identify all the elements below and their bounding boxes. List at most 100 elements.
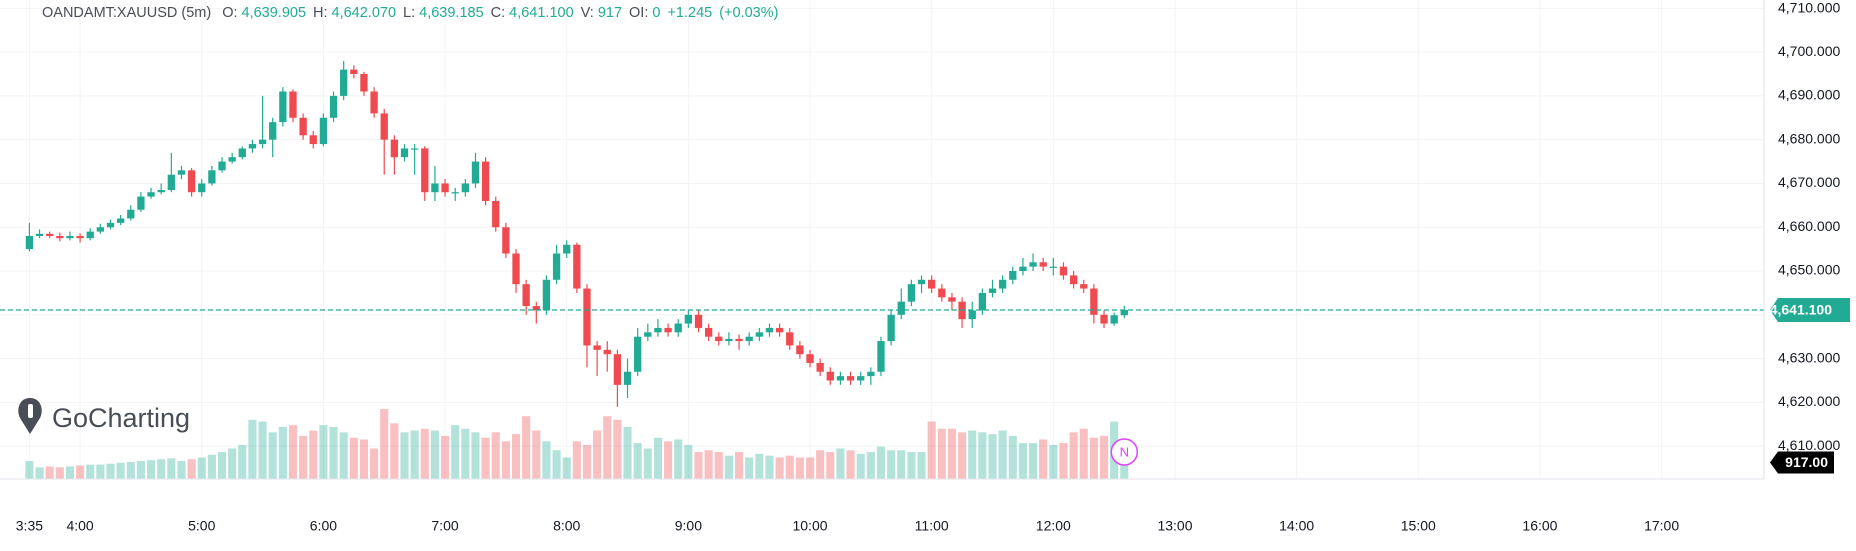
- last-volume-box: [1770, 451, 1834, 474]
- x-tick-label: 5:00: [188, 518, 215, 534]
- volume-bar: [430, 430, 439, 479]
- legend-field: V: 917: [581, 5, 622, 21]
- candle-body: [380, 113, 388, 140]
- legend-field: O: 4,639.905: [222, 5, 306, 21]
- candle-body: [258, 139, 267, 145]
- candle-body: [421, 148, 429, 193]
- candle-body: [66, 235, 74, 239]
- candle-body: [512, 253, 520, 285]
- y-tick-label: 4,630.000: [1778, 349, 1840, 365]
- candle-body: [1120, 309, 1128, 316]
- volume-bar: [65, 466, 75, 479]
- candle-body: [228, 157, 236, 162]
- y-tick-label: 4,610.000: [1778, 437, 1840, 453]
- candle-body: [35, 233, 44, 236]
- candle-body: [461, 183, 469, 193]
- candle-body: [796, 345, 804, 355]
- volume-bar: [897, 450, 906, 479]
- candle-body: [715, 336, 723, 342]
- plot: [0, 0, 1764, 479]
- y-tick-label: 4,710.000: [1778, 0, 1840, 16]
- candle-body: [410, 148, 419, 150]
- legend-field: (+0.03%): [719, 5, 778, 21]
- logo-icon-mark: [28, 404, 33, 418]
- volume-bar: [643, 448, 652, 479]
- volume-bar: [542, 441, 551, 479]
- candle-body: [573, 244, 581, 289]
- candle-body: [563, 244, 571, 254]
- volume-bar: [258, 421, 267, 479]
- candle-body: [836, 376, 845, 381]
- x-tick-label: 11:00: [915, 518, 949, 534]
- volume-bar: [207, 454, 216, 479]
- volume-bar: [836, 448, 845, 479]
- volume-bar: [157, 459, 166, 479]
- volume-bar: [380, 408, 389, 479]
- legend-field: H: 4,642.070: [313, 5, 396, 21]
- volume-bar: [359, 439, 369, 479]
- candle-body: [329, 95, 338, 118]
- candle-body: [1009, 271, 1017, 280]
- volume-bar: [167, 458, 176, 479]
- volume-bar: [319, 425, 328, 479]
- candle-body: [218, 161, 226, 171]
- volume-bar: [562, 457, 571, 479]
- x-tick-label: 17:00: [1644, 518, 1679, 534]
- volume-bar: [106, 463, 115, 479]
- y-tick-label: 4,660.000: [1778, 218, 1840, 234]
- candle-body: [360, 73, 368, 92]
- candle-body: [86, 231, 94, 239]
- volume-bar: [268, 432, 277, 479]
- candle-body: [1110, 315, 1118, 324]
- volume-bar: [410, 430, 419, 479]
- volume-bar: [593, 430, 602, 479]
- news-marker: [1110, 438, 1139, 466]
- volume-bar: [441, 435, 450, 479]
- volume-bar: [25, 461, 34, 479]
- candle-body: [552, 253, 561, 280]
- volume-bar: [471, 432, 480, 479]
- x-tick-label: 15:00: [1401, 518, 1436, 534]
- candle-body: [532, 306, 540, 311]
- news-marker-label: N: [1120, 444, 1129, 459]
- legend-value: 4,639.185: [419, 5, 484, 21]
- volume-bar: [511, 434, 521, 479]
- candle-body: [644, 332, 652, 337]
- volume-bar: [1069, 432, 1078, 479]
- volume-bar: [735, 452, 744, 479]
- x-tick-label: 12:00: [1036, 518, 1071, 534]
- candle-body: [116, 218, 125, 223]
- last-volume-label: 917.00: [1785, 454, 1828, 470]
- candle-body: [248, 144, 257, 149]
- candle-body: [471, 161, 480, 184]
- candle-body: [1039, 262, 1047, 267]
- legend-value: 4,641.100: [509, 5, 574, 21]
- legend-value: +1.245: [667, 5, 713, 21]
- candle-body: [938, 288, 946, 298]
- volume-bar: [491, 432, 500, 479]
- volume-bar: [339, 432, 348, 479]
- candle-body: [603, 349, 611, 355]
- x-tick-label: 8:00: [553, 518, 580, 534]
- volume-bar: [309, 430, 318, 479]
- legend-field: L: 4,639.185: [403, 5, 484, 21]
- volume-bar: [603, 416, 612, 479]
- candle-body: [25, 235, 34, 250]
- candle-body: [1019, 266, 1027, 272]
- candle-body: [370, 91, 378, 114]
- candle-body: [46, 233, 54, 236]
- volume-bar: [1018, 443, 1027, 479]
- candle-body: [988, 288, 997, 293]
- volume-bar: [299, 435, 308, 479]
- volume-bar: [937, 428, 946, 479]
- candle-body: [451, 192, 459, 194]
- volume-bar: [329, 426, 338, 479]
- volume-bar: [1079, 428, 1088, 479]
- volume-bar: [1039, 439, 1048, 479]
- volume-bar: [724, 455, 733, 479]
- candle-body: [1090, 288, 1098, 315]
- volume-bar: [35, 467, 44, 479]
- volume-bar: [998, 430, 1007, 479]
- candle-body: [928, 279, 936, 289]
